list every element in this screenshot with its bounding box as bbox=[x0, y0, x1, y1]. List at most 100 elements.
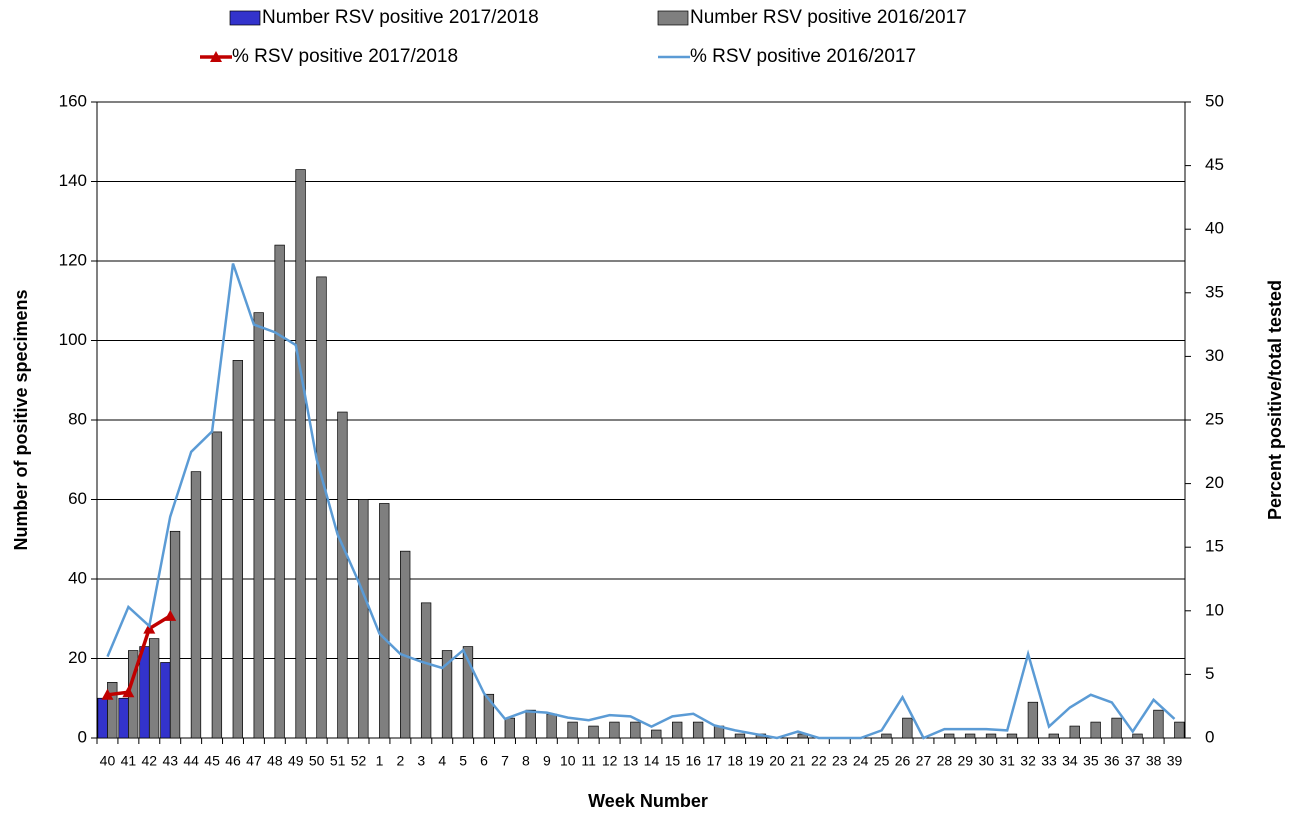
legend-label: % RSV positive 2017/2018 bbox=[232, 46, 458, 67]
x-tick-label: 12 bbox=[602, 753, 618, 769]
x-tick-label: 7 bbox=[501, 753, 509, 769]
x-tick-label: 29 bbox=[958, 753, 974, 769]
bar bbox=[964, 733, 976, 739]
bar bbox=[441, 650, 453, 739]
x-tick-label: 35 bbox=[1083, 753, 1099, 769]
x-tick-label: 39 bbox=[1167, 753, 1183, 769]
bar bbox=[504, 717, 515, 739]
bar bbox=[337, 411, 348, 739]
x-tick-label: 16 bbox=[686, 753, 702, 769]
y2-tick-label: 10 bbox=[1205, 600, 1224, 619]
y2-tick-label: 20 bbox=[1205, 473, 1224, 492]
legend-label: Number RSV positive 2016/2017 bbox=[690, 7, 967, 28]
bar bbox=[483, 693, 495, 739]
x-tick-label: 3 bbox=[417, 753, 425, 769]
marker bbox=[101, 688, 114, 700]
bar bbox=[1153, 709, 1164, 739]
bar bbox=[546, 713, 557, 739]
x-tick-label: 13 bbox=[623, 753, 639, 769]
bar bbox=[1027, 701, 1039, 739]
x-tick-label: 1 bbox=[376, 753, 384, 769]
bar bbox=[358, 499, 369, 739]
bar bbox=[985, 733, 997, 739]
x-tick-label: 47 bbox=[246, 753, 262, 769]
bar bbox=[1006, 733, 1018, 739]
x-tick-label: 21 bbox=[790, 753, 806, 769]
x-tick-label: 5 bbox=[459, 753, 467, 769]
bar bbox=[316, 276, 327, 739]
bar bbox=[253, 312, 264, 739]
x-tick-label: 22 bbox=[811, 753, 827, 769]
bar bbox=[97, 697, 108, 739]
y-tick-label: 80 bbox=[68, 409, 87, 428]
bar bbox=[462, 646, 474, 739]
x-tick-label: 9 bbox=[543, 753, 551, 769]
y-tick-label: 0 bbox=[78, 727, 87, 746]
y2-tick-label: 35 bbox=[1205, 282, 1224, 301]
x-tick-label: 46 bbox=[225, 753, 241, 769]
bar bbox=[160, 662, 171, 739]
bar bbox=[379, 503, 390, 739]
x-tick-label: 52 bbox=[351, 753, 367, 769]
x-tick-label: 32 bbox=[1020, 753, 1036, 769]
bar bbox=[1069, 725, 1080, 739]
bar bbox=[609, 721, 620, 739]
x-tick-label: 50 bbox=[309, 753, 325, 769]
x-tick-label: 4 bbox=[438, 753, 446, 769]
bar bbox=[1048, 733, 1059, 739]
bar bbox=[651, 729, 662, 739]
bar bbox=[672, 721, 683, 739]
y2-tick-label: 15 bbox=[1205, 537, 1224, 556]
x-tick-label: 20 bbox=[769, 753, 785, 769]
y2-tick-label: 30 bbox=[1205, 346, 1224, 365]
line bbox=[106, 263, 1176, 740]
x-tick-label: 15 bbox=[665, 753, 681, 769]
x-tick-label: 36 bbox=[1104, 753, 1120, 769]
y2-tick-label: 25 bbox=[1205, 409, 1224, 428]
y-tick-label: 120 bbox=[59, 250, 87, 269]
x-tick-label: 33 bbox=[1041, 753, 1057, 769]
bar bbox=[1132, 733, 1143, 739]
bar bbox=[169, 530, 181, 739]
x-tick-label: 30 bbox=[978, 753, 994, 769]
bar bbox=[1174, 721, 1185, 739]
bar bbox=[232, 360, 243, 739]
x-tick-label: 49 bbox=[288, 753, 304, 769]
bar bbox=[274, 244, 285, 739]
bar bbox=[420, 602, 432, 739]
x-tick-label: 44 bbox=[183, 753, 199, 769]
y2-tick-label: 5 bbox=[1205, 664, 1214, 683]
y-tick-label: 100 bbox=[59, 330, 87, 349]
bar bbox=[139, 646, 150, 739]
y-tick-label: 140 bbox=[59, 171, 87, 190]
y2-tick-label: 40 bbox=[1205, 219, 1224, 238]
x-tick-label: 37 bbox=[1125, 753, 1141, 769]
x-tick-label: 34 bbox=[1062, 753, 1078, 769]
legend-swatch bbox=[657, 10, 689, 26]
y-axis-title: Number of positive specimens bbox=[11, 289, 31, 550]
bar bbox=[630, 721, 641, 739]
y-tick-label: 20 bbox=[68, 648, 87, 667]
legend-label: Number RSV positive 2017/2018 bbox=[262, 7, 539, 28]
bar bbox=[692, 721, 704, 739]
x-tick-label: 45 bbox=[204, 753, 220, 769]
bar bbox=[1111, 717, 1122, 739]
bar bbox=[190, 471, 202, 739]
marker bbox=[122, 686, 135, 698]
x-tick-label: 26 bbox=[895, 753, 911, 769]
bar bbox=[881, 733, 892, 739]
y2-tick-label: 0 bbox=[1205, 727, 1214, 746]
x-tick-label: 14 bbox=[644, 753, 660, 769]
x-tick-label: 19 bbox=[748, 753, 764, 769]
x-tick-label: 43 bbox=[162, 753, 178, 769]
x-axis-title: Week Number bbox=[588, 791, 708, 811]
x-tick-label: 24 bbox=[853, 753, 869, 769]
bar bbox=[107, 681, 118, 739]
bar bbox=[902, 717, 913, 739]
legend-marker bbox=[210, 51, 222, 62]
y-tick-label: 160 bbox=[59, 91, 87, 110]
x-tick-label: 31 bbox=[999, 753, 1015, 769]
marker bbox=[164, 609, 177, 621]
bar bbox=[567, 721, 578, 739]
